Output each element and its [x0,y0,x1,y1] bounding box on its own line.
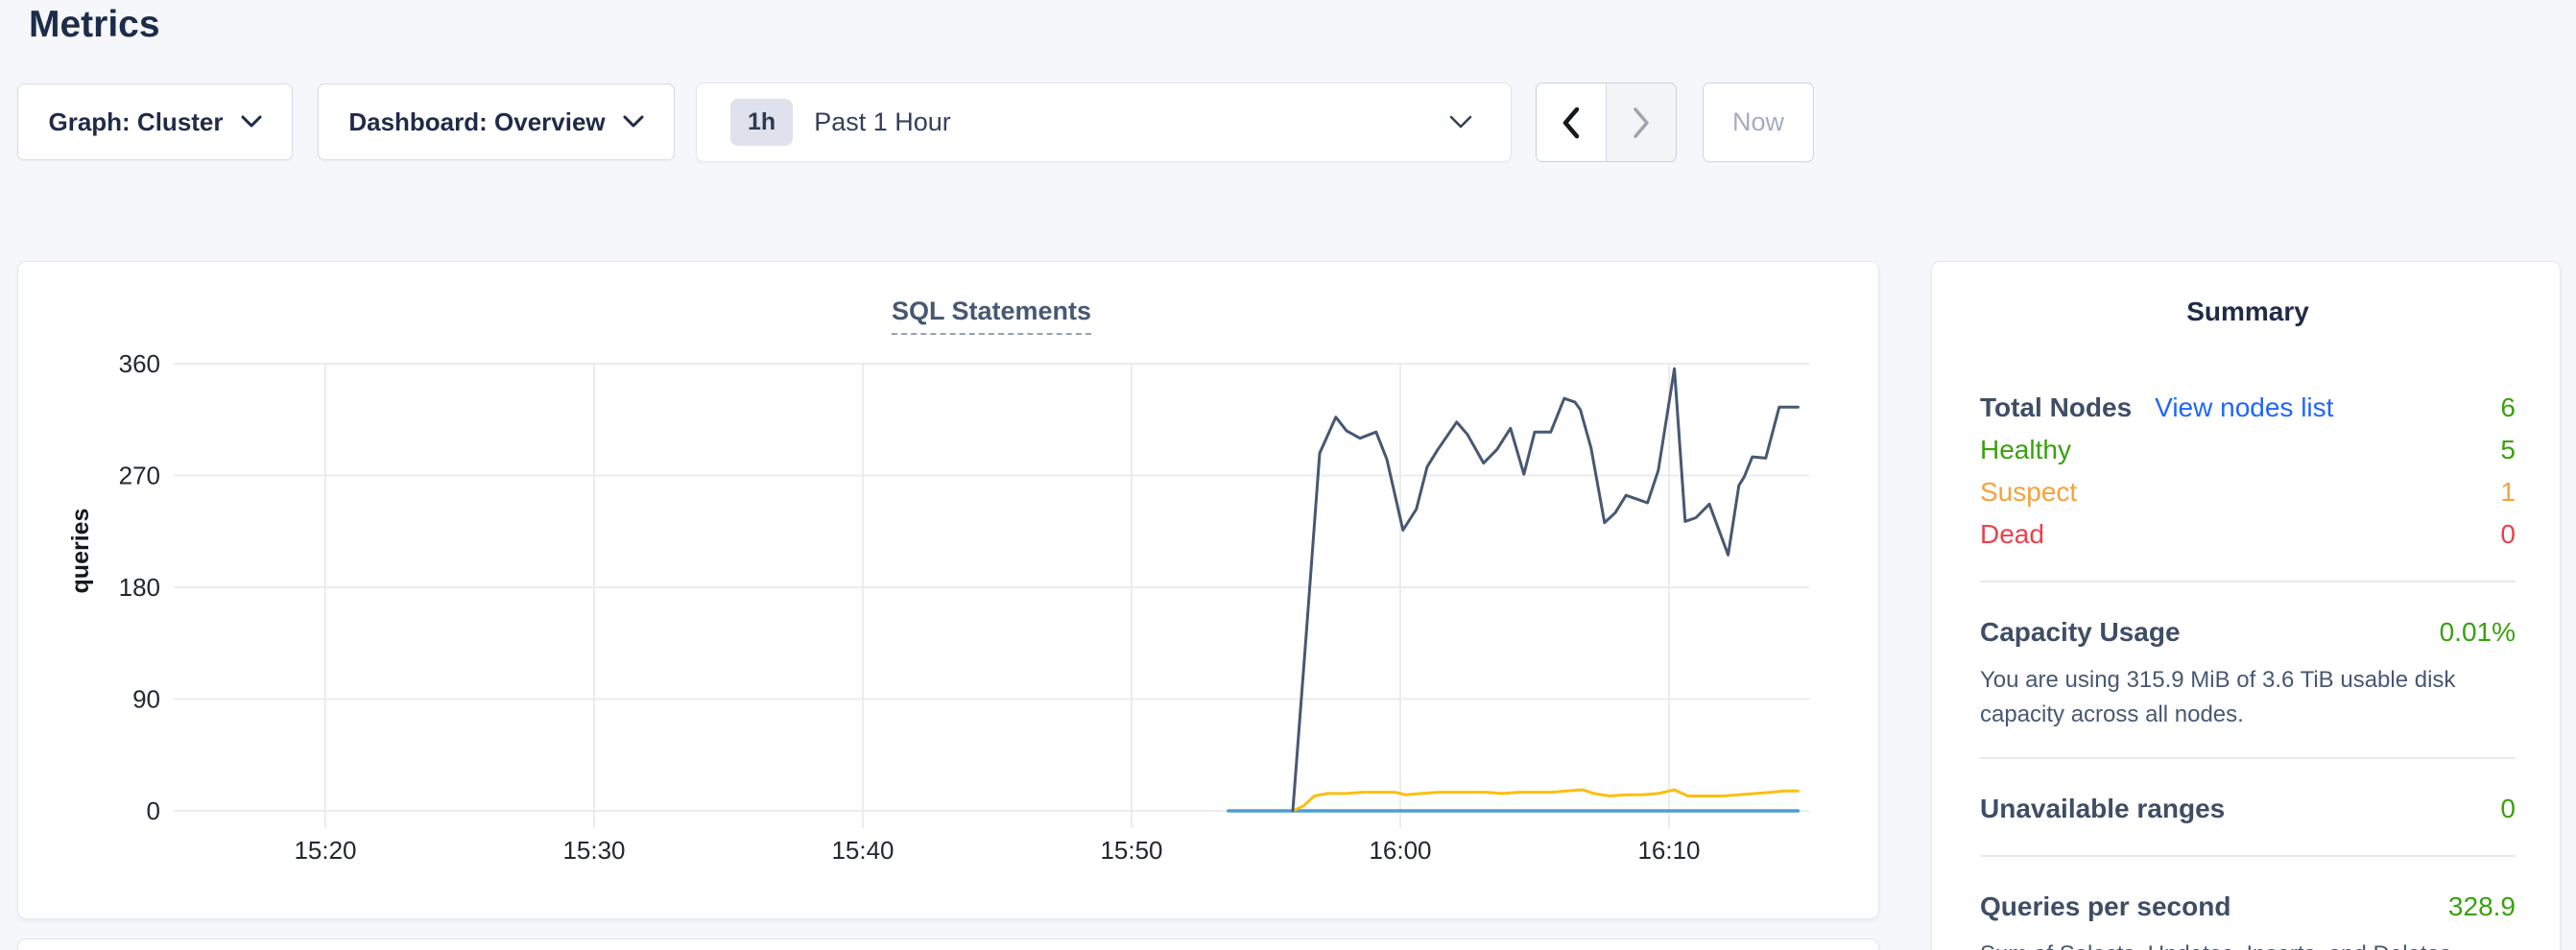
total-nodes-row: Total Nodes View nodes list 6 [1980,387,2516,429]
series-line-statements-yellow [1291,788,1800,813]
graph-dropdown[interactable]: Graph: Cluster [17,83,293,160]
queries-per-second-value: 328.9 [2447,891,2516,921]
y-tick-label: 270 [119,462,160,490]
sql-statements-card: SQL Statements 0 90 180 270 360 15:20 15:30 15:… [17,261,1879,919]
chevron-down-icon [623,115,644,128]
chevron-down-icon [241,115,262,128]
capacity-usage-description: You are using 315.9 MiB of 3.6 TiB usabl… [1980,667,2456,727]
node-status-list: Total Nodes View nodes list 6 Healthy 5 … [1980,387,2516,556]
unavailable-ranges-value: 0 [2500,794,2516,823]
unavailable-ranges-section: Unavailable ranges 0 [1980,788,2516,830]
page-title: Metrics [29,4,160,45]
healthy-label: Healthy [1980,435,2071,464]
queries-per-second-label: Queries per second [1980,891,2231,921]
y-tick-label: 0 [147,796,160,825]
view-nodes-list-link[interactable]: View nodes list [2155,392,2334,422]
suspect-label: Suspect [1980,477,2078,507]
total-nodes-value: 6 [2500,392,2516,422]
suspect-value: 1 [2500,477,2516,507]
graph-dropdown-label: Graph: Cluster [48,107,224,136]
divider [1980,855,2516,857]
dashboard-dropdown[interactable]: Dashboard: Overview [318,83,675,160]
chart-title[interactable]: SQL Statements [891,297,1092,335]
capacity-usage-section: Capacity Usage 0.01% You are using 315.9… [1980,611,2516,732]
summary-panel: Summary Total Nodes View nodes list 6 He… [1931,261,2561,950]
queries-per-second-section: Queries per second 328.9 Sum of Selects,… [1980,886,2516,950]
time-range-badge: 1h [730,99,794,146]
chart-title-wrap: SQL Statements [174,297,1809,335]
y-tick-label: 360 [119,349,160,378]
chevron-down-icon [1449,115,1472,129]
time-shift-buttons [1536,83,1677,162]
divider [1980,581,2516,582]
dashboard-dropdown-label: Dashboard: Overview [348,107,606,136]
series-line-statements-dark [1291,367,1800,813]
dead-value: 0 [2500,519,2516,549]
next-chart-card-partial [17,938,1879,950]
time-range-picker[interactable]: 1h Past 1 Hour [696,83,1512,162]
y-axis-label: queries [67,509,94,594]
chevron-left-icon [1562,107,1579,138]
suspect-nodes-row: Suspect 1 [1980,471,2516,513]
dead-label: Dead [1980,519,2044,549]
divider [1980,757,2516,759]
sql-statements-chart: 0 90 180 270 360 15:20 15:30 15:40 15:50 16:00 16:… [67,349,1809,865]
now-button[interactable]: Now [1703,83,1814,162]
capacity-usage-value: 0.01% [2439,617,2516,647]
capacity-usage-row: Capacity Usage 0.01% [1980,611,2516,653]
queries-per-second-description: Sum of Selects, Updates, Inserts, and De… [1980,938,2516,950]
y-tick-label: 180 [119,573,160,602]
unavailable-ranges-row: Unavailable ranges 0 [1980,788,2516,830]
previous-time-button[interactable] [1537,83,1607,161]
chevron-right-icon [1634,107,1649,138]
time-range-label: Past 1 Hour [814,107,951,136]
x-tick-label: 15:20 [294,836,356,865]
x-tick-label: 15:40 [831,836,894,865]
next-time-button-disabled[interactable] [1606,83,1676,161]
x-tick-label: 16:00 [1369,836,1431,865]
total-nodes-label: Total Nodes [1980,392,2133,422]
summary-title: Summary [2186,297,2309,326]
x-tick-label: 16:10 [1637,836,1700,865]
queries-per-second-row: Queries per second 328.9 [1980,886,2516,928]
y-tick-label: 90 [132,685,160,714]
x-tick-label: 15:50 [1100,836,1162,865]
x-tick-label: 15:30 [562,836,625,865]
unavailable-ranges-label: Unavailable ranges [1980,794,2226,823]
healthy-nodes-row: Healthy 5 [1980,429,2516,471]
healthy-value: 5 [2500,435,2516,464]
capacity-usage-label: Capacity Usage [1980,617,2181,647]
dead-nodes-row: Dead 0 [1980,513,2516,556]
